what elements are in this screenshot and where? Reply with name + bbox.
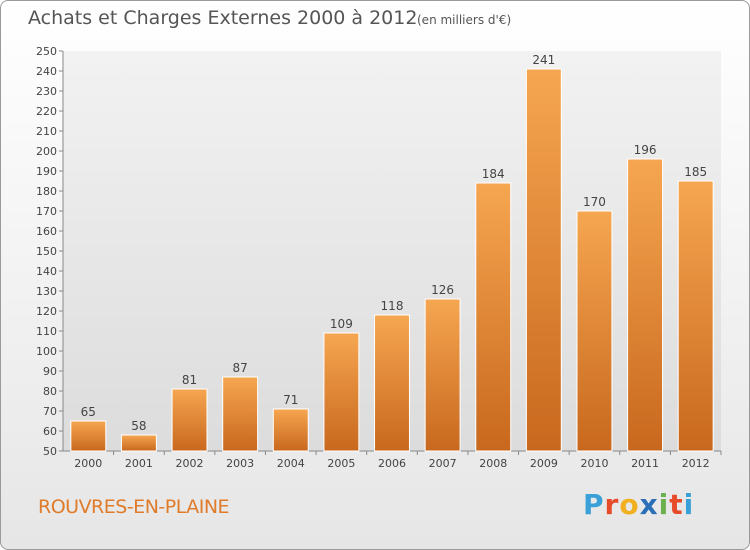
bar bbox=[120, 434, 157, 452]
x-tick-label: 2009 bbox=[530, 457, 558, 470]
bar-value-label: 109 bbox=[330, 317, 353, 331]
y-tick-label: 120 bbox=[36, 305, 57, 318]
chart-subtitle: (en milliers d'€) bbox=[417, 13, 512, 27]
logo-letter: t bbox=[669, 488, 684, 521]
y-tick-label: 60 bbox=[43, 425, 57, 438]
proxiti-logo[interactable]: Proxiti bbox=[583, 488, 694, 521]
x-tick-label: 2011 bbox=[631, 457, 659, 470]
bars: 65 58 81 87 71 109 118 126 184 241 170 196 185 bbox=[70, 53, 714, 452]
chart-title: Achats et Charges Externes 2000 à 2012 bbox=[28, 7, 418, 29]
bar-value-label: 241 bbox=[532, 53, 555, 67]
bar bbox=[576, 210, 613, 452]
logo-letter: i bbox=[658, 488, 670, 521]
y-tick-label: 170 bbox=[36, 205, 57, 218]
bar bbox=[374, 314, 410, 452]
bar-value-label: 65 bbox=[81, 405, 96, 419]
logo-letter: i bbox=[683, 488, 695, 521]
y-axis: 50 60 70 80 90 100 110 120 130 140 150 160 170 180 190… bbox=[36, 45, 64, 458]
y-tick-label: 50 bbox=[43, 445, 57, 458]
bar bbox=[677, 180, 714, 452]
x-tick-label: 2012 bbox=[682, 457, 710, 470]
bar bbox=[424, 298, 461, 452]
bar-value-label: 185 bbox=[684, 165, 707, 179]
bar bbox=[70, 420, 107, 452]
x-tick-label: 2005 bbox=[327, 457, 355, 470]
y-tick-label: 80 bbox=[43, 385, 57, 398]
bar-value-label: 184 bbox=[482, 167, 505, 181]
logo-letter: o bbox=[619, 488, 640, 521]
y-tick-label: 140 bbox=[36, 265, 57, 278]
y-tick-label: 150 bbox=[36, 245, 57, 258]
bar bbox=[222, 376, 259, 452]
bar bbox=[323, 332, 360, 452]
bar bbox=[171, 388, 208, 452]
logo-letter: r bbox=[604, 488, 620, 521]
bar-value-label: 81 bbox=[182, 373, 197, 387]
x-tick-label: 2010 bbox=[580, 457, 608, 470]
x-tick-label: 2008 bbox=[479, 457, 507, 470]
bar-value-label: 170 bbox=[583, 195, 606, 209]
bar bbox=[627, 158, 664, 452]
x-axis: 2000 2001 2002 2003 2004 2005 2006 2007 2008 2009… bbox=[63, 450, 722, 470]
x-tick-label: 2006 bbox=[378, 457, 406, 470]
bar bbox=[475, 182, 512, 452]
bar-value-label: 118 bbox=[381, 299, 404, 313]
x-tick-label: 2007 bbox=[429, 457, 457, 470]
bar-value-label: 126 bbox=[431, 283, 454, 297]
y-tick-label: 180 bbox=[36, 185, 57, 198]
y-tick-label: 190 bbox=[36, 165, 57, 178]
bar bbox=[525, 68, 562, 452]
x-tick-label: 2000 bbox=[74, 457, 102, 470]
x-tick-label: 2002 bbox=[176, 457, 204, 470]
logo-letter: x bbox=[639, 488, 659, 521]
y-tick-label: 130 bbox=[36, 285, 57, 298]
y-tick-label: 90 bbox=[43, 365, 57, 378]
bar-value-label: 87 bbox=[233, 361, 248, 375]
x-tick-label: 2001 bbox=[125, 457, 153, 470]
bar-value-label: 58 bbox=[131, 419, 146, 433]
y-tick-label: 230 bbox=[36, 85, 57, 98]
x-tick-label: 2004 bbox=[277, 457, 305, 470]
y-tick-label: 210 bbox=[36, 125, 57, 138]
bar-value-label: 196 bbox=[634, 143, 657, 157]
bar-value-label: 71 bbox=[283, 393, 298, 407]
x-tick-label: 2003 bbox=[226, 457, 254, 470]
y-tick-label: 220 bbox=[36, 105, 57, 118]
y-tick-label: 200 bbox=[36, 145, 57, 158]
bar bbox=[272, 408, 309, 452]
y-tick-label: 70 bbox=[43, 405, 57, 418]
y-tick-label: 110 bbox=[36, 325, 57, 338]
y-tick-label: 250 bbox=[36, 45, 57, 58]
commune-name: ROUVRES-EN-PLAINE bbox=[38, 496, 230, 518]
y-tick-label: 100 bbox=[36, 345, 57, 358]
logo-letter: P bbox=[583, 488, 605, 521]
y-tick-label: 160 bbox=[36, 225, 57, 238]
y-tick-label: 240 bbox=[36, 65, 57, 78]
